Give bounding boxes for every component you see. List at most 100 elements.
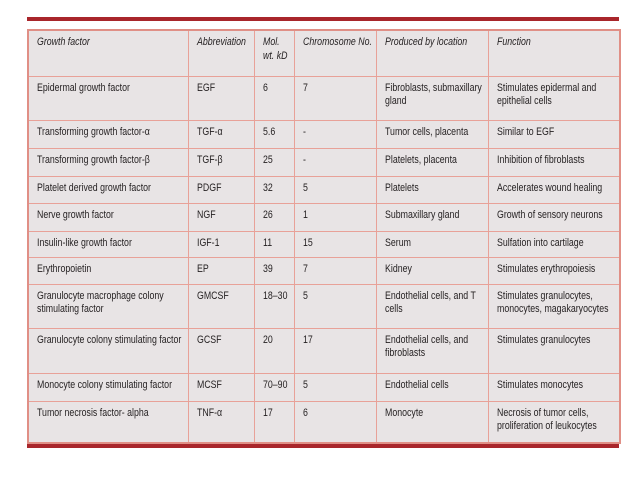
table-cell-text: Tumor cells, placenta (384, 125, 468, 138)
table-cell: 26 (253, 202, 295, 232)
table-cell: EP (187, 256, 255, 285)
table-cell-text: 1 (302, 208, 308, 221)
table-cell-text: - (302, 125, 306, 138)
table-cell: Accelerates wound healing (487, 175, 621, 204)
table-cell: Tumor cells, placenta (375, 119, 489, 149)
table-row: Insulin-like growth factor IGF-1 11 15 Serum… (27, 230, 621, 258)
table-cell: Fibroblasts, submaxillary gland (375, 75, 489, 121)
table-cell: Tumor necrosis factor- alpha (27, 400, 189, 444)
table-cell-text: Nerve growth factor (37, 208, 114, 221)
table-cell-text: 18–30 (262, 289, 287, 302)
table-cell-text: Stimulates epidermal and epithelial cell… (496, 81, 596, 108)
column-header: Produced by location (375, 29, 489, 77)
table-cell-text: Stimulates granulocytes, monocytes, maga… (496, 289, 609, 316)
table-cell-text: GCSF (196, 333, 221, 346)
table-cell: Endothelial cells, and T cells (375, 283, 489, 329)
table-cell-text: 7 (302, 262, 308, 275)
table-cell: GCSF (187, 327, 255, 374)
table-cell-text: Granulocyte colony stimulating factor (37, 333, 182, 346)
table-cell-text: 25 (262, 153, 273, 166)
table-cell-text: 5.6 (262, 125, 275, 138)
table-cell-text: EP (196, 262, 209, 275)
header-row: Growth factor Abbreviation Mol. wt. kD Chro… (27, 29, 621, 77)
table-cell: 5 (293, 283, 377, 329)
table-cell: 15 (293, 230, 377, 258)
table-cell: 5 (293, 175, 377, 204)
table-cell: GMCSF (187, 283, 255, 329)
table-cell-text: Platelets, placenta (384, 153, 457, 166)
table-cell: Growth of sensory neurons (487, 202, 621, 232)
table-cell-text: Endothelial cells, and T cells (384, 289, 476, 316)
table-cell-text: 5 (302, 378, 308, 391)
table-cell-text: Necrosis of tumor cells, proliferation o… (496, 406, 597, 433)
table-cell-text: 6 (302, 406, 308, 419)
column-header-label: Chromosome No. (302, 36, 372, 48)
table-cell-text: Transforming growth factor-α (37, 125, 150, 138)
table-cell: 5.6 (253, 119, 295, 149)
table-cell: Monocyte (375, 400, 489, 444)
table-cell: EGF (187, 75, 255, 121)
table-row: Transforming growth factor-α TGF-α 5.6 - Tum… (27, 119, 621, 149)
table-cell: TNF-α (187, 400, 255, 444)
table-cell-text: - (302, 153, 306, 166)
table-cell-text: Submaxillary gland (384, 208, 459, 221)
table-cell: Endothelial cells (375, 372, 489, 402)
table-cell-text: 39 (262, 262, 273, 275)
table-cell-text: Tumor necrosis factor- alpha (37, 406, 149, 419)
table-cell: PDGF (187, 175, 255, 204)
table-cell: MCSF (187, 372, 255, 402)
table-cell-text: Kidney (384, 262, 412, 275)
table-cell-text: 17 (302, 333, 313, 346)
table-row: Monocyte colony stimulating factor MCSF 70… (27, 372, 621, 402)
table-cell: Epidermal growth factor (27, 75, 189, 121)
table-cell-text: 15 (302, 236, 313, 249)
table-cell: Granulocyte macrophage colony stimulatin… (27, 283, 189, 329)
column-header-label: Growth factor (37, 36, 90, 48)
table-cell: 7 (293, 75, 377, 121)
table-cell-text: Monocyte colony stimulating factor (37, 378, 172, 391)
table-cell-text: Platelets (384, 181, 419, 194)
table-cell-text: 70–90 (262, 378, 287, 391)
table-cell-text: 5 (302, 181, 308, 194)
table-cell: 25 (253, 147, 295, 177)
table-cell-text: GMCSF (196, 289, 229, 302)
table-cell: 70–90 (253, 372, 295, 402)
table-cell-text: Granulocyte macrophage colony stimulatin… (37, 289, 164, 316)
table-cell-text: Stimulates erythropoiesis (496, 262, 595, 275)
table-cell: 7 (293, 256, 377, 285)
table-cell: Kidney (375, 256, 489, 285)
column-header: Mol. wt. kD (253, 29, 295, 77)
table-cell: Similar to EGF (487, 119, 621, 149)
table-cell: Sulfation into cartilage (487, 230, 621, 258)
table-cell-text: TGF-α (196, 125, 223, 138)
table-cell-text: EGF (196, 81, 215, 94)
table-row: Epidermal growth factor EGF 6 7 Fibroblasts,… (27, 75, 621, 121)
column-header: Abbreviation (187, 29, 255, 77)
table-cell-text: Endothelial cells (384, 378, 449, 391)
table-cell-text: 6 (262, 81, 268, 94)
table-cell: Platelet derived growth factor (27, 175, 189, 204)
column-header: Function (487, 29, 621, 77)
table-cell-text: Growth of sensory neurons (496, 208, 603, 221)
table-row: Granulocyte macrophage colony stimulatin… (27, 283, 621, 329)
table-cell: 17 (293, 327, 377, 374)
table-cell: Stimulates monocytes (487, 372, 621, 402)
table-row: Transforming growth factor-β TGF-β 25 - Plat… (27, 147, 621, 177)
table-cell: Erythropoietin (27, 256, 189, 285)
column-header-label: Abbreviation (196, 36, 246, 48)
table-cell: Stimulates granulocytes (487, 327, 621, 374)
table-cell: Stimulates epidermal and epithelial cell… (487, 75, 621, 121)
table-cell-text: Epidermal growth factor (37, 81, 130, 94)
table-cell: Insulin-like growth factor (27, 230, 189, 258)
table-cell: 39 (253, 256, 295, 285)
table-cell-text: Insulin-like growth factor (37, 236, 132, 249)
table-cell-text: Similar to EGF (496, 125, 554, 138)
table-body: Epidermal growth factor EGF 6 7 Fibroblasts,… (27, 75, 621, 444)
table-cell-text: 32 (262, 181, 273, 194)
table-cell: TGF-α (187, 119, 255, 149)
table-cell-text: MCSF (196, 378, 222, 391)
column-header-label: Function (496, 36, 531, 48)
table-cell: Stimulates erythropoiesis (487, 256, 621, 285)
table-cell: Transforming growth factor-β (27, 147, 189, 177)
